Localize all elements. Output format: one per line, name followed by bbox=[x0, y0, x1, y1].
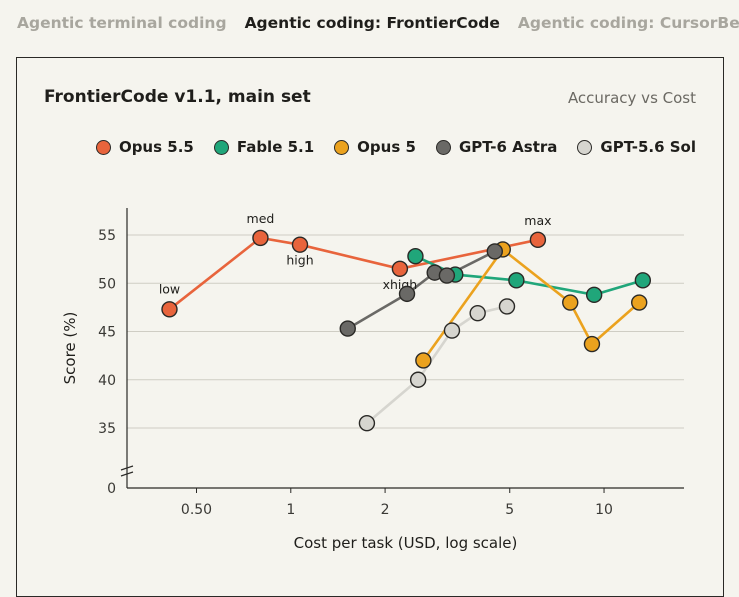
data-point bbox=[529, 231, 547, 249]
legend-label: Opus 5 bbox=[357, 138, 416, 156]
data-point-label: low bbox=[159, 281, 180, 296]
data-point bbox=[486, 243, 504, 260]
series-line bbox=[366, 305, 508, 425]
legend-item[interactable]: GPT-5.6 Sol bbox=[577, 138, 696, 156]
data-point bbox=[634, 272, 652, 289]
chart-legend: Opus 5.5 Fable 5.1 Opus 5 GPT-6 Astra GPT-5.… bbox=[95, 138, 696, 156]
legend-item[interactable]: Opus 5 bbox=[334, 138, 416, 156]
data-point bbox=[339, 320, 356, 337]
data-point bbox=[291, 236, 309, 253]
legend-item[interactable]: GPT-6 Astra bbox=[435, 138, 558, 156]
y-tick-label: 35 bbox=[98, 421, 116, 437]
data-point-label: med bbox=[247, 211, 275, 226]
y-tick-label: 55 bbox=[98, 228, 116, 244]
data-point bbox=[409, 371, 427, 388]
tab-agentic-terminal-coding[interactable]: Agentic terminal coding bbox=[17, 14, 227, 32]
data-point bbox=[252, 229, 269, 247]
axis-break-mark bbox=[120, 465, 134, 477]
data-point bbox=[443, 322, 461, 339]
chart-card: FrontierCode v1.1, main set Accuracy vs … bbox=[16, 57, 724, 597]
x-tick-label: 1 bbox=[286, 502, 295, 518]
legend-swatch bbox=[213, 139, 229, 155]
data-point bbox=[415, 352, 432, 369]
x-axis-label: Cost per task (USD, log scale) bbox=[294, 534, 518, 552]
legend-item[interactable]: Fable 5.1 bbox=[213, 138, 315, 156]
data-point bbox=[508, 272, 525, 289]
y-tick-label: 50 bbox=[98, 276, 116, 292]
legend-swatch bbox=[577, 139, 593, 155]
data-point bbox=[407, 248, 424, 265]
data-point bbox=[498, 298, 516, 315]
y-tick-label: 0 bbox=[107, 481, 116, 497]
data-point bbox=[631, 294, 648, 311]
legend-label: GPT-6 Astra bbox=[458, 138, 558, 156]
data-point bbox=[469, 304, 486, 322]
x-tick-label: 5 bbox=[505, 502, 514, 518]
legend-swatch bbox=[334, 139, 350, 155]
data-point bbox=[391, 260, 409, 277]
legend-label: GPT-5.6 Sol bbox=[600, 138, 696, 156]
series-line bbox=[168, 236, 539, 311]
x-tick-label: 10 bbox=[595, 502, 613, 518]
y-tick-label: 45 bbox=[98, 325, 116, 341]
legend-swatch bbox=[435, 139, 451, 155]
tab-bar: Agentic terminal coding Agentic coding: F… bbox=[17, 14, 739, 32]
data-point-label: max bbox=[524, 213, 551, 228]
chart-subtitle: Accuracy vs Cost bbox=[567, 89, 696, 107]
legend-swatch bbox=[95, 139, 111, 155]
data-point bbox=[398, 285, 416, 303]
legend-item[interactable]: Opus 5.5 bbox=[95, 138, 194, 156]
y-tick-label: 40 bbox=[98, 373, 116, 389]
tab-agentic-coding-frontiercode[interactable]: Agentic coding: FrontierCode bbox=[244, 14, 500, 32]
y-axis-label: Score (%) bbox=[61, 312, 79, 385]
legend-label: Opus 5.5 bbox=[118, 138, 194, 156]
series-line bbox=[422, 247, 641, 362]
data-point bbox=[583, 335, 601, 353]
x-tick-label: 2 bbox=[381, 502, 390, 518]
data-point bbox=[562, 294, 579, 311]
tab-agentic-coding-cursorbench[interactable]: Agentic coding: CursorBench bbox=[517, 14, 739, 32]
data-point bbox=[438, 267, 456, 284]
data-point-label: high bbox=[286, 253, 313, 268]
x-tick-label: 0.50 bbox=[181, 502, 212, 518]
chart-title: FrontierCode v1.1, main set bbox=[44, 87, 311, 107]
data-point bbox=[358, 414, 376, 432]
data-point bbox=[161, 301, 178, 318]
data-point bbox=[585, 286, 603, 304]
legend-label: Fable 5.1 bbox=[236, 138, 315, 156]
